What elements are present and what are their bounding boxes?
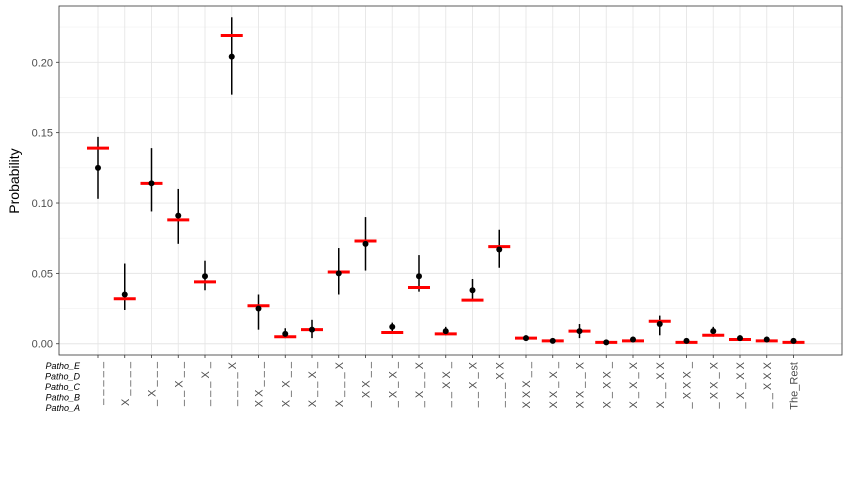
estimated-probability-point bbox=[764, 337, 770, 343]
estimated-probability-point bbox=[684, 338, 690, 344]
pathway-label: Patho_D bbox=[45, 372, 81, 382]
x-category-label: _ _ X _ X bbox=[468, 361, 480, 408]
estimated-probability-point bbox=[229, 54, 235, 60]
estimated-probability-point bbox=[577, 328, 583, 334]
y-tick-label: 0.10 bbox=[32, 198, 53, 210]
estimated-probability-point bbox=[149, 180, 155, 186]
pathway-label: Patho_A bbox=[45, 403, 80, 413]
x-category-label: X _ _ X X bbox=[655, 361, 667, 408]
x-category-label: X X X _ _ bbox=[521, 361, 533, 408]
y-axis-title: Probability bbox=[6, 148, 22, 213]
x-category-label: _ _ X _ _ bbox=[173, 361, 185, 407]
estimated-probability-point bbox=[95, 165, 101, 171]
x-category-label: _ _ _ _ _ bbox=[93, 361, 105, 406]
y-tick-label: 0.00 bbox=[32, 339, 53, 351]
estimated-probability-point bbox=[523, 335, 529, 341]
plot-panel-background bbox=[59, 6, 842, 355]
estimated-probability-point bbox=[175, 213, 181, 219]
estimated-probability-point bbox=[550, 338, 556, 344]
x-category-label: X X _ _ _ bbox=[254, 361, 266, 407]
y-tick-label: 0.20 bbox=[32, 57, 53, 69]
y-tick-label: 0.05 bbox=[32, 268, 53, 280]
x-category-label: _ X _ X _ bbox=[387, 361, 399, 408]
estimated-probability-point bbox=[710, 328, 716, 334]
x-category-label: _ _ _ X X bbox=[494, 361, 506, 408]
x-category-label: _ X X X _ bbox=[682, 361, 694, 409]
x-category-label: X _ X _ _ bbox=[280, 361, 292, 407]
estimated-probability-point bbox=[657, 321, 663, 327]
x-category-label: _ _ _ X _ bbox=[200, 361, 212, 407]
x-category-label: _ X _ X X bbox=[735, 361, 747, 409]
estimated-probability-point bbox=[496, 246, 502, 252]
x-category-label: X X _ X _ bbox=[548, 361, 560, 408]
x-category-label: _ X _ _ X bbox=[414, 361, 426, 408]
estimated-probability-point bbox=[737, 335, 743, 341]
x-category-label: X _ X _ X bbox=[628, 361, 640, 408]
estimated-probability-point bbox=[282, 331, 288, 337]
estimated-probability-point bbox=[336, 270, 342, 276]
pathway-label: Patho_B bbox=[45, 393, 80, 403]
estimated-probability-point bbox=[416, 273, 422, 279]
estimated-probability-point bbox=[363, 241, 369, 247]
x-category-label: _ X X _ _ bbox=[361, 361, 373, 408]
x-category-label: _ _ X X X bbox=[762, 361, 774, 409]
estimated-probability-point bbox=[309, 327, 315, 333]
x-category-label: _ X _ _ _ bbox=[147, 361, 159, 407]
estimated-probability-point bbox=[256, 306, 262, 312]
x-category-label: X X _ _ X bbox=[575, 361, 587, 408]
estimated-probability-point bbox=[202, 273, 208, 279]
x-category-label: X _ X X _ bbox=[601, 361, 613, 408]
x-category-label: X _ _ X _ bbox=[307, 361, 319, 407]
x-category-label: X _ _ _ _ bbox=[120, 361, 132, 406]
y-tick-label: 0.15 bbox=[32, 128, 53, 140]
x-category-label: X _ _ _ X bbox=[334, 361, 346, 407]
x-category-label: _ X X _ X bbox=[708, 361, 720, 409]
estimated-probability-point bbox=[470, 287, 476, 293]
x-category-label: The_Rest bbox=[789, 362, 801, 410]
x-category-label: _ _ X X _ bbox=[441, 361, 453, 408]
estimated-probability-point bbox=[630, 337, 636, 343]
estimated-probability-point bbox=[603, 339, 609, 345]
estimated-probability-point bbox=[791, 338, 797, 344]
estimated-probability-point bbox=[389, 324, 395, 330]
estimated-probability-point bbox=[122, 291, 128, 297]
estimated-probability-point bbox=[443, 328, 449, 334]
pathway-label: Patho_E bbox=[45, 361, 81, 371]
pathway-label: Patho_C bbox=[45, 382, 81, 392]
x-category-label: _ _ _ _ X bbox=[227, 361, 239, 407]
